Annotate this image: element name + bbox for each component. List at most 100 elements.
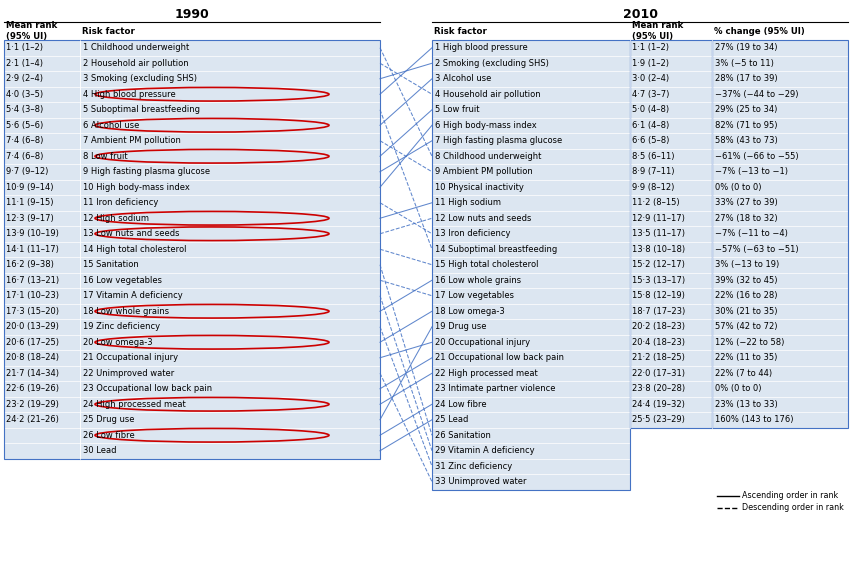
Bar <box>630 86 711 102</box>
Text: 23 Intimate partner violence: 23 Intimate partner violence <box>434 384 554 393</box>
Text: 22 Unimproved water: 22 Unimproved water <box>83 369 174 378</box>
Bar <box>4 164 80 179</box>
Bar <box>432 366 630 381</box>
Bar <box>711 179 847 195</box>
Text: Descending order in rank: Descending order in rank <box>741 503 843 512</box>
Text: 0% (0 to 0): 0% (0 to 0) <box>714 384 761 393</box>
Bar <box>711 86 847 102</box>
Text: 11·1 (9–15): 11·1 (9–15) <box>6 198 54 207</box>
Text: 21 Occupational injury: 21 Occupational injury <box>83 353 178 362</box>
Bar <box>80 164 380 179</box>
Bar <box>80 179 380 195</box>
Text: 5 Low fruit: 5 Low fruit <box>434 105 479 114</box>
Bar <box>432 102 630 117</box>
Bar <box>711 117 847 133</box>
Bar <box>80 40 380 55</box>
Text: 12·9 (11–17): 12·9 (11–17) <box>631 214 684 223</box>
Bar <box>4 102 80 117</box>
Text: 17·1 (10–23): 17·1 (10–23) <box>6 291 59 300</box>
Text: 2010: 2010 <box>622 9 657 22</box>
Text: 22% (11 to 35): 22% (11 to 35) <box>714 353 776 362</box>
Text: 12 High sodium: 12 High sodium <box>83 214 148 223</box>
Bar <box>432 210 630 226</box>
Text: 29 Vitamin A deficiency: 29 Vitamin A deficiency <box>434 446 534 456</box>
Bar <box>711 226 847 242</box>
Bar <box>432 412 630 427</box>
Text: 30 Lead: 30 Lead <box>83 446 116 456</box>
Bar <box>80 288 380 304</box>
Text: 1 Childhood underweight: 1 Childhood underweight <box>83 43 189 52</box>
Bar <box>432 350 630 366</box>
Text: 6 Alcohol use: 6 Alcohol use <box>83 121 139 130</box>
Text: 22% (16 to 28): 22% (16 to 28) <box>714 291 776 300</box>
Text: 6·1 (4–8): 6·1 (4–8) <box>631 121 669 130</box>
Text: 10 High body-mass index: 10 High body-mass index <box>83 183 189 192</box>
Bar <box>80 397 380 412</box>
Bar <box>711 319 847 335</box>
Text: 16·2 (9–38): 16·2 (9–38) <box>6 260 54 269</box>
Text: 25 Drug use: 25 Drug use <box>83 415 134 424</box>
Text: 5·6 (5–6): 5·6 (5–6) <box>6 121 44 130</box>
Text: 2 Household air pollution: 2 Household air pollution <box>83 59 189 68</box>
Bar <box>80 71 380 86</box>
Bar <box>630 257 711 273</box>
Bar <box>432 40 630 489</box>
Bar <box>80 55 380 71</box>
Bar <box>711 304 847 319</box>
Bar <box>80 304 380 319</box>
Text: 8 Low fruit: 8 Low fruit <box>83 152 127 161</box>
Text: 33 Unimproved water: 33 Unimproved water <box>434 477 526 486</box>
Bar <box>4 397 80 412</box>
Text: 9·9 (8–12): 9·9 (8–12) <box>631 183 674 192</box>
Text: Mean rank
(95% UI): Mean rank (95% UI) <box>6 21 57 41</box>
Text: 20 Low omega-3: 20 Low omega-3 <box>83 338 153 347</box>
Text: 19 Zinc deficiency: 19 Zinc deficiency <box>83 322 160 331</box>
Bar <box>4 443 80 458</box>
Text: 33% (27 to 39): 33% (27 to 39) <box>714 198 777 207</box>
Text: 1·1 (1–2): 1·1 (1–2) <box>631 43 668 52</box>
Text: 14·1 (11–17): 14·1 (11–17) <box>6 245 59 254</box>
Bar <box>4 257 80 273</box>
Text: 3 Smoking (excluding SHS): 3 Smoking (excluding SHS) <box>83 74 197 84</box>
Text: 3·0 (2–4): 3·0 (2–4) <box>631 74 669 84</box>
Bar <box>630 366 711 381</box>
Text: 4 Household air pollution: 4 Household air pollution <box>434 90 540 99</box>
Bar <box>80 381 380 397</box>
Bar <box>4 350 80 366</box>
Bar <box>630 102 711 117</box>
Text: 20·4 (18–23): 20·4 (18–23) <box>631 338 684 347</box>
Bar <box>4 179 80 195</box>
Bar <box>4 319 80 335</box>
Bar <box>432 443 630 458</box>
Bar <box>80 86 380 102</box>
Bar <box>4 288 80 304</box>
Bar <box>711 210 847 226</box>
Text: 13·9 (10–19): 13·9 (10–19) <box>6 230 59 238</box>
Bar <box>4 71 80 86</box>
Bar <box>4 366 80 381</box>
Text: 29% (25 to 34): 29% (25 to 34) <box>714 105 776 114</box>
Bar <box>4 335 80 350</box>
Bar <box>630 242 711 257</box>
Text: 15 Sanitation: 15 Sanitation <box>83 260 138 269</box>
Bar <box>711 148 847 164</box>
Text: 22·0 (17–31): 22·0 (17–31) <box>631 369 684 378</box>
Text: 12·3 (9–17): 12·3 (9–17) <box>6 214 54 223</box>
Text: 27% (19 to 34): 27% (19 to 34) <box>714 43 776 52</box>
Text: 31 Zinc deficiency: 31 Zinc deficiency <box>434 462 512 471</box>
Bar <box>711 397 847 412</box>
Text: 16 Low whole grains: 16 Low whole grains <box>434 276 520 285</box>
Bar <box>432 226 630 242</box>
Bar <box>432 133 630 148</box>
Text: 15·3 (13–17): 15·3 (13–17) <box>631 276 684 285</box>
Bar <box>432 148 630 164</box>
Bar <box>711 164 847 179</box>
Bar <box>630 117 711 133</box>
Bar <box>711 273 847 288</box>
Text: 7·4 (6–8): 7·4 (6–8) <box>6 136 44 145</box>
Text: 8·9 (7–11): 8·9 (7–11) <box>631 167 674 176</box>
Text: 21·2 (18–25): 21·2 (18–25) <box>631 353 684 362</box>
Bar <box>432 458 630 474</box>
Bar <box>80 226 380 242</box>
Bar <box>630 335 711 350</box>
